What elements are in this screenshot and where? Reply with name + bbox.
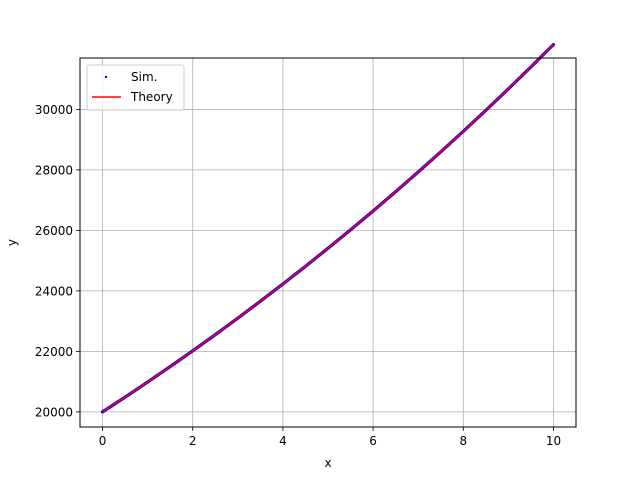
grid — [80, 58, 576, 427]
legend-box — [86, 64, 185, 111]
y-axis-label: y — [5, 239, 19, 246]
x-tick-label: 0 — [99, 434, 107, 448]
y-tick-label: 22000 — [35, 345, 73, 359]
series-layer — [100, 42, 556, 414]
y-tick-label: 28000 — [35, 163, 73, 177]
legend-marker-sim — [104, 75, 108, 79]
y-tick-label: 24000 — [35, 284, 73, 298]
x-tick-label: 4 — [279, 434, 287, 448]
x-axis-label: x — [324, 456, 331, 470]
y-tick-label: 20000 — [35, 405, 73, 419]
legend: Sim. Theory — [86, 64, 185, 111]
x-tick-label: 10 — [546, 434, 561, 448]
x-tick-label: 6 — [369, 434, 377, 448]
legend-label-theory: Theory — [130, 90, 173, 104]
y-tick-label: 30000 — [35, 103, 73, 117]
ticks: 0 2 4 6 8 10 20000 22000 24000 26000 28000 30000 — [35, 103, 561, 448]
legend-label-sim: Sim. — [131, 70, 157, 84]
theory-line — [102, 44, 554, 413]
x-tick-label: 2 — [189, 434, 197, 448]
plot-frame — [79, 57, 577, 428]
x-tick-label: 8 — [459, 434, 467, 448]
y-tick-label: 26000 — [35, 224, 73, 238]
